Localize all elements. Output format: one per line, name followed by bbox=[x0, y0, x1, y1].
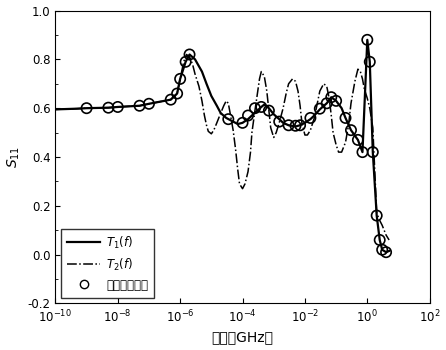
Point bbox=[83, 105, 90, 111]
Point bbox=[328, 94, 335, 100]
Point bbox=[182, 59, 189, 65]
Point bbox=[225, 116, 232, 122]
Point bbox=[383, 250, 390, 255]
Point bbox=[177, 76, 184, 82]
Point bbox=[276, 119, 283, 124]
Point bbox=[114, 104, 121, 110]
Point bbox=[186, 52, 193, 57]
Point bbox=[376, 237, 383, 243]
Point bbox=[105, 105, 112, 111]
Point bbox=[145, 101, 153, 107]
Point bbox=[366, 59, 373, 65]
Point bbox=[239, 120, 246, 126]
Point bbox=[265, 108, 273, 113]
Point bbox=[167, 97, 174, 103]
Point bbox=[373, 213, 380, 218]
Point bbox=[333, 98, 340, 104]
Legend: $T_1(f)$, $T_2(f)$, 离散频点响应: $T_1(f)$, $T_2(f)$, 离散频点响应 bbox=[61, 229, 154, 298]
X-axis label: 频率（GHz）: 频率（GHz） bbox=[211, 330, 273, 344]
Point bbox=[297, 122, 304, 128]
Y-axis label: $S_{11}$: $S_{11}$ bbox=[5, 146, 22, 168]
Point bbox=[285, 122, 292, 128]
Point bbox=[252, 105, 259, 111]
Point bbox=[244, 113, 252, 118]
Point bbox=[323, 100, 330, 106]
Point bbox=[173, 91, 181, 96]
Point bbox=[307, 115, 314, 121]
Point bbox=[292, 123, 299, 128]
Point bbox=[342, 115, 349, 121]
Point bbox=[347, 127, 355, 133]
Point bbox=[379, 247, 386, 253]
Point bbox=[359, 149, 366, 155]
Point bbox=[354, 137, 361, 143]
Point bbox=[316, 106, 323, 111]
Point bbox=[369, 149, 376, 155]
Point bbox=[364, 37, 371, 43]
Point bbox=[258, 104, 265, 110]
Point bbox=[136, 103, 143, 108]
